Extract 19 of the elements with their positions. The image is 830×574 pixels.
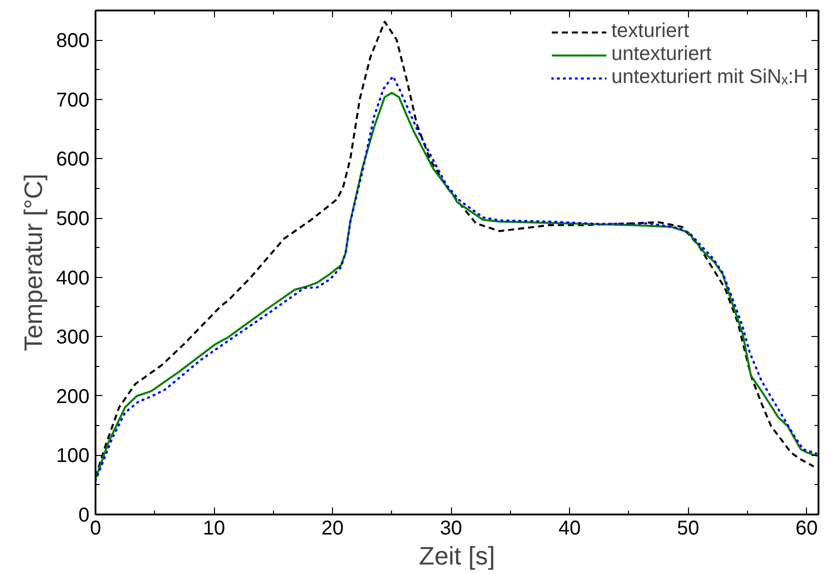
y-tick-label: 500: [56, 208, 90, 230]
y-tick-label: 100: [56, 445, 90, 468]
x-tick-label: 50: [677, 518, 700, 540]
y-axis-title: Temperatur [°C]: [20, 174, 48, 352]
y-tick-label: 200: [56, 386, 90, 408]
y-tick-label: 400: [56, 267, 90, 290]
y-tick-label: 300: [56, 326, 90, 349]
y-tick-label: 800: [56, 30, 90, 52]
x-axis-title: Zeit [s]: [419, 542, 495, 570]
y-tick-label: 700: [56, 89, 90, 112]
x-tick-label: 60: [796, 518, 818, 540]
x-tick-label: 30: [440, 518, 462, 540]
x-tick-label: 40: [558, 518, 581, 540]
x-tick-label: 20: [321, 518, 344, 540]
x-tick-label: 10: [202, 518, 226, 540]
legend-label: texturiert: [611, 20, 690, 43]
y-tick-label: 600: [56, 148, 90, 171]
legend-label: untexturiert mit SiNₓ:H: [611, 66, 808, 89]
legend-label: untexturiert: [611, 43, 712, 66]
